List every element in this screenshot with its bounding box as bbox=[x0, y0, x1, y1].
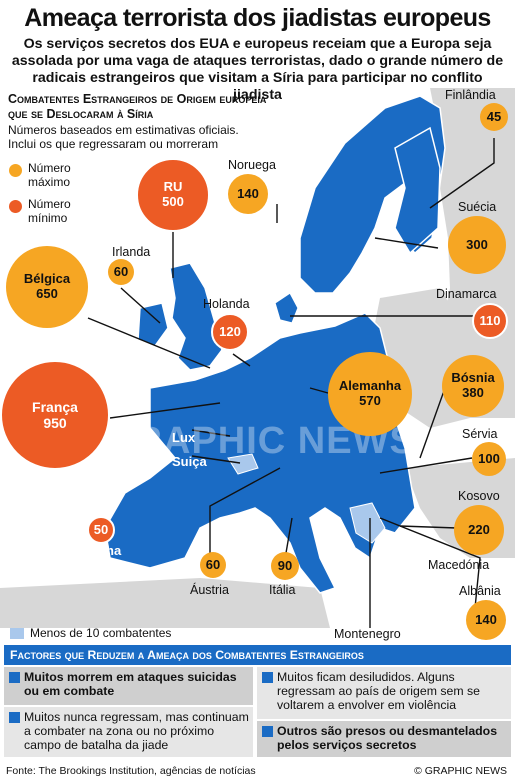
pointer-lines bbox=[87, 138, 495, 628]
land-uk bbox=[169, 262, 223, 371]
bubble-norway: 140 bbox=[228, 174, 268, 214]
footer-copyright: © GRAPHIC NEWS bbox=[414, 765, 507, 777]
bubble-name: Bélgica bbox=[23, 271, 71, 287]
factors-heading: Factores que Reduzem a Ameaça dos Combat… bbox=[4, 645, 511, 665]
map-heading: Combatentes Estrangeiros de Origem europ… bbox=[8, 92, 368, 122]
bullet-square-icon bbox=[262, 672, 273, 683]
bubble-austria: 60 bbox=[200, 552, 226, 578]
label-denmark: Dinamarca bbox=[436, 287, 497, 301]
bubble-value: 60 bbox=[205, 556, 221, 572]
factor-text: Outros são presos ou desmantelados pelos… bbox=[277, 724, 498, 752]
bubble-spain: 50 bbox=[87, 516, 115, 544]
land-denmark bbox=[274, 292, 299, 324]
bubble-name: França bbox=[32, 398, 78, 415]
land-ireland bbox=[137, 302, 169, 347]
label-austria: Áustria bbox=[190, 583, 229, 597]
bullet-square-icon bbox=[262, 726, 273, 737]
bullet-square-icon bbox=[9, 672, 20, 683]
bubble-bosnia: Bósnia 380 bbox=[442, 355, 504, 417]
factor-item: Outros são presos ou desmantelados pelos… bbox=[257, 721, 511, 757]
label-switzerland: Suiça bbox=[172, 454, 207, 469]
legend-max-swatch bbox=[9, 164, 22, 177]
bubble-sweden: 300 bbox=[448, 216, 506, 274]
factor-text: Muitos ficam desiludidos. Alguns regress… bbox=[277, 670, 480, 712]
legend-less10: Menos de 10 combatentes bbox=[10, 626, 171, 640]
bubble-value: 300 bbox=[466, 236, 488, 252]
map-note-line2: Inclui os que regressaram ou morreram bbox=[8, 137, 219, 151]
label-norway: Noruega bbox=[228, 158, 276, 172]
label-albania: Albânia bbox=[459, 584, 501, 598]
bubble-albania: 140 bbox=[466, 600, 506, 640]
map-heading-line2: que se Deslocaram à Síria bbox=[8, 107, 154, 121]
land-balkans-few bbox=[349, 502, 386, 544]
bubble-value: 950 bbox=[43, 415, 67, 431]
bubble-value: 100 bbox=[478, 450, 500, 466]
land-switzerland bbox=[227, 453, 259, 475]
bubble-value: 90 bbox=[277, 557, 293, 573]
bubble-italy: 90 bbox=[271, 552, 299, 580]
legend-max-label: Número máximo bbox=[28, 161, 71, 189]
factor-text: Muitos nunca regressam, mas continuam a … bbox=[24, 710, 249, 752]
label-serbia: Sérvia bbox=[462, 427, 498, 441]
bubble-netherlands: 120 bbox=[211, 313, 249, 351]
map-heading-line1: Combatentes Estrangeiros de Origem europ… bbox=[8, 92, 267, 106]
legend-max: Número máximo bbox=[9, 161, 108, 189]
map-note-line1: Números baseados em estimativas oficiais… bbox=[8, 123, 239, 137]
bubble-finland: 45 bbox=[480, 103, 508, 131]
land-north-africa bbox=[0, 578, 330, 628]
bubble-ireland: 60 bbox=[108, 259, 134, 285]
label-ireland: Irlanda bbox=[112, 245, 151, 259]
land-finland bbox=[394, 126, 441, 255]
bubble-value: 50 bbox=[93, 521, 109, 537]
bubble-value: 45 bbox=[486, 108, 502, 124]
factor-item: Muitos ficam desiludidos. Alguns regress… bbox=[257, 667, 511, 719]
bubble-name: Bósnia bbox=[451, 370, 495, 386]
bubble-value: 650 bbox=[36, 286, 58, 301]
legend-min-swatch bbox=[9, 200, 22, 213]
label-montenegro: Montenegro bbox=[334, 627, 401, 641]
bubble-value: 110 bbox=[479, 312, 501, 328]
label-finland: Finlândia bbox=[445, 88, 496, 102]
factor-text: Muitos morrem em ataques suicidas ou em … bbox=[24, 670, 237, 698]
bubble-value: 60 bbox=[113, 263, 129, 279]
bubble-value: 120 bbox=[219, 323, 241, 339]
page-subtitle: Os serviços secretos dos EUA e europeus … bbox=[11, 36, 504, 103]
bubble-value: 220 bbox=[468, 521, 490, 537]
label-netherlands: Holanda bbox=[203, 297, 250, 311]
bubble-france: França 950 bbox=[0, 360, 110, 470]
bubble-value: 500 bbox=[162, 194, 184, 209]
bubble-uk: RU 500 bbox=[136, 158, 210, 232]
bubble-value: 380 bbox=[462, 385, 484, 400]
bubble-germany: Alemanha 570 bbox=[328, 352, 412, 436]
map-note: Números baseados em estimativas oficiais… bbox=[8, 123, 308, 151]
legend-min-label: Número mínimo bbox=[28, 197, 71, 225]
legend-less10-swatch bbox=[10, 627, 24, 639]
label-sweden: Suécia bbox=[458, 200, 497, 214]
bubble-name: Alemanha bbox=[338, 378, 402, 394]
bubble-value: 140 bbox=[237, 185, 259, 201]
bubble-belgium: Bélgica 650 bbox=[6, 246, 88, 328]
label-italy: Itália bbox=[269, 583, 296, 597]
legend-min: Número mínimo bbox=[9, 197, 108, 225]
legend-less10-label: Menos de 10 combatentes bbox=[30, 626, 172, 640]
label-spain: Espanha bbox=[67, 543, 122, 558]
label-macedonia: Macedónia bbox=[428, 558, 490, 572]
footer-source: Fonte: The Brookings Institution, agênci… bbox=[6, 765, 256, 777]
bubble-kosovo: 220 bbox=[454, 505, 504, 555]
factor-item: Muitos morrem em ataques suicidas ou em … bbox=[4, 667, 253, 705]
factor-item: Muitos nunca regressam, mas continuam a … bbox=[4, 707, 253, 757]
label-luxembourg: Lux bbox=[172, 430, 196, 445]
bullet-square-icon bbox=[9, 712, 20, 723]
bubble-value: 140 bbox=[475, 611, 497, 627]
bubble-value: 570 bbox=[359, 393, 381, 408]
bubble-denmark: 110 bbox=[472, 303, 508, 339]
bubble-serbia: 100 bbox=[472, 442, 506, 476]
page-title: Ameaça terrorista dos jiadistas europeus bbox=[24, 4, 491, 32]
label-kosovo: Kosovo bbox=[458, 489, 500, 503]
bubble-name: RU bbox=[163, 179, 183, 195]
map-legend: Número máximo Número mínimo bbox=[5, 155, 118, 233]
